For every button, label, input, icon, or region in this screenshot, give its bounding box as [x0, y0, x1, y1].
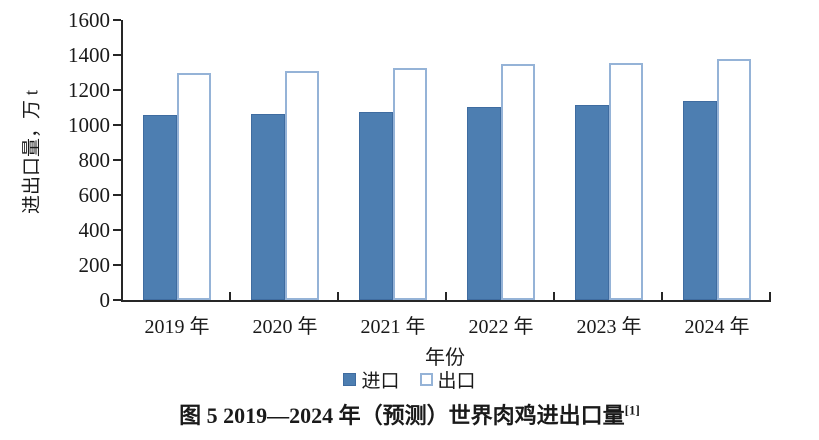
figure-caption-reference: [1]	[624, 402, 640, 418]
figure-caption: 图 5 2019—2024 年（预测）世界肉鸡进出口量[1]	[0, 398, 819, 430]
bar-import-2023年	[575, 104, 609, 300]
y-axis-tick	[113, 299, 121, 301]
y-axis-tick-label: 1400	[68, 43, 110, 67]
plot-area: 0 200 400 600 800 1000 1200 1400 1600 2019 年 2020 …	[68, 9, 771, 338]
x-axis-tick	[337, 292, 339, 300]
legend: 进口 出口	[0, 366, 819, 393]
x-axis-category-label: 2022 年	[468, 316, 534, 338]
legend-swatch-import-icon	[343, 373, 357, 386]
y-axis-tick-label: 400	[78, 218, 111, 242]
y-axis-tick	[113, 19, 121, 21]
y-axis-tick-label: 200	[78, 253, 111, 277]
bar-import-2020年	[251, 113, 285, 300]
y-axis-tick	[113, 54, 121, 56]
bar-export-2020年	[285, 70, 319, 300]
x-axis-category-label: 2024 年	[684, 316, 750, 338]
legend-label-import: 进口	[361, 371, 400, 392]
y-axis-tick	[113, 89, 121, 91]
legend-label-export: 出口	[437, 371, 476, 392]
x-axis-tick	[769, 292, 771, 300]
bar-export-2024年	[717, 58, 751, 300]
bar-import-2022年	[467, 106, 501, 300]
bar-import-2024年	[683, 101, 717, 300]
x-axis-tick	[661, 292, 663, 300]
y-axis-tick	[113, 229, 121, 231]
y-axis-tick	[113, 124, 121, 126]
bar-export-2023年	[609, 62, 643, 300]
y-axis-tick-label: 600	[78, 183, 111, 207]
y-axis-tick-label: 1000	[68, 113, 110, 137]
x-axis-category-label: 2020 年	[252, 316, 318, 338]
y-axis-tick-label: 0	[99, 288, 111, 312]
x-axis-tick	[445, 292, 447, 300]
figure-caption-text: 图 5 2019—2024 年（预测）世界肉鸡进出口量	[179, 403, 625, 428]
x-axis-category-label: 2019 年	[144, 316, 210, 338]
x-axis-category-label: 2021 年	[360, 316, 426, 338]
x-axis-tick	[229, 292, 231, 300]
bar-import-2021年	[359, 111, 393, 300]
x-axis-category-label: 2023 年	[576, 316, 642, 338]
bar-export-2022年	[501, 63, 535, 300]
legend-swatch-export-icon	[419, 373, 433, 386]
bar-export-2021年	[393, 68, 427, 300]
y-axis-tick	[113, 159, 121, 161]
y-axis-tick	[113, 194, 121, 196]
y-axis-tick	[113, 264, 121, 266]
x-axis-tick	[553, 292, 555, 300]
bar-import-2019年	[143, 115, 177, 300]
y-axis-tick-label: 1600	[68, 8, 110, 32]
legend-item-import: 进口	[343, 366, 400, 393]
legend-item-export: 出口	[419, 366, 476, 393]
y-axis-tick-label: 800	[78, 148, 111, 172]
y-axis-tick-label: 1200	[68, 78, 110, 102]
bar-export-2019年	[177, 72, 211, 300]
x-axis-title: 年份	[425, 347, 465, 369]
